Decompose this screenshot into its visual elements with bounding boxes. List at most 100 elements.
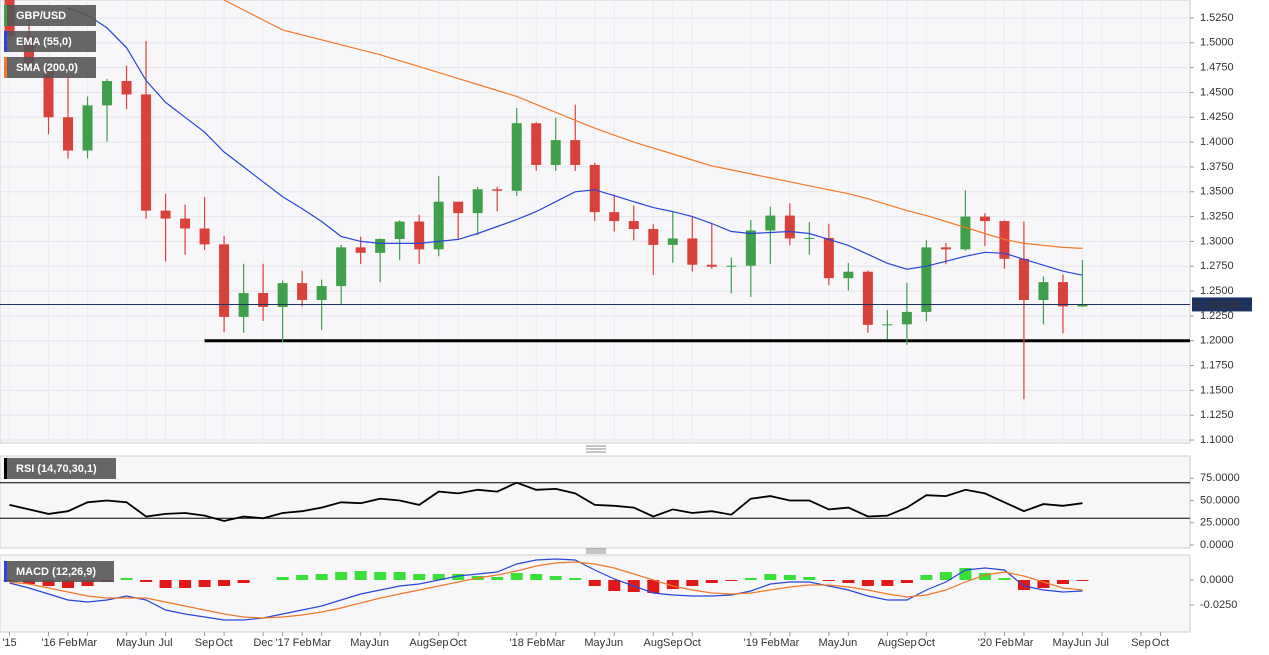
x-tick-label: Sep [195, 637, 215, 649]
histogram-bar [198, 580, 211, 587]
y-tick-label: 1.5250 [1200, 12, 1234, 24]
histogram-bar [647, 580, 660, 593]
axes: 1.1000 1.1250 1.1500 1.1750 1.2000 1.2250 1.25… [2, 5, 1252, 649]
candle-body [531, 123, 542, 165]
x-tick-label: Oct [684, 637, 701, 649]
candle-body [375, 238, 386, 253]
candle-body [882, 324, 893, 326]
histogram-bar [159, 580, 172, 588]
y-tick-label: 1.1250 [1200, 409, 1234, 421]
x-tick-label: May [1053, 637, 1074, 649]
x-tick-label: '19 [744, 637, 758, 649]
y-tick-label: 0.0000 [1200, 539, 1234, 551]
rsi-panel [0, 455, 1191, 549]
histogram-bar [452, 574, 465, 580]
y-tick-label: 25.0000 [1200, 517, 1240, 529]
y-tick-label: 1.4250 [1200, 111, 1234, 123]
candle-body [277, 283, 288, 307]
candle-body [921, 247, 932, 312]
candle-body [43, 69, 54, 118]
x-tick-label: Feb [59, 637, 78, 649]
histogram-bar [237, 580, 250, 583]
overlay-line [67, 7, 1083, 276]
candle-body [219, 244, 230, 317]
histogram-bar [939, 572, 952, 580]
y-tick-label: 1.3250 [1200, 210, 1234, 222]
histogram-bar [803, 577, 816, 580]
candle-body [628, 221, 639, 229]
histogram-bar [822, 580, 835, 581]
x-tick-label: Feb [527, 637, 546, 649]
histogram-bar [413, 574, 426, 580]
y-tick-label: 1.4000 [1200, 136, 1234, 148]
x-tick-label: Oct [450, 637, 467, 649]
y-tick-label: 1.5000 [1200, 37, 1234, 49]
candle-body [609, 212, 620, 222]
histogram-bar [374, 572, 387, 580]
histogram-bar [959, 568, 972, 580]
x-tick-label: '20 [978, 637, 992, 649]
candle-body [511, 123, 522, 191]
legend-swatch [4, 458, 7, 479]
last-price-tag [1192, 297, 1252, 312]
candle-body [121, 81, 132, 95]
legend-swatch [4, 5, 7, 26]
x-tick-label: May [116, 637, 137, 649]
candle-body [180, 218, 191, 229]
candle-body [472, 189, 483, 214]
x-tick-label: May [818, 637, 839, 649]
x-tick-label: Aug [409, 637, 429, 649]
candle-body [901, 311, 912, 325]
candle-body [316, 286, 327, 301]
x-tick-label: Dec [253, 637, 273, 649]
candle-body [141, 94, 152, 211]
histogram-bar [530, 574, 543, 580]
price-plot [0, 0, 1190, 443]
x-tick-label: Jun [137, 637, 155, 649]
legend-label: SMA (200,0) [16, 62, 78, 74]
x-tick-label: Jun [1074, 637, 1092, 649]
y-tick-label: 1.2000 [1200, 335, 1234, 347]
y-tick-label: 1.3000 [1200, 235, 1234, 247]
x-tick-label: '18 [510, 637, 524, 649]
x-tick-label: Feb [995, 637, 1014, 649]
candle-body [687, 238, 698, 265]
legend-box [4, 57, 96, 78]
histogram-bar [218, 580, 231, 586]
histogram-bar [81, 580, 94, 586]
candle-body [648, 228, 659, 245]
histogram-bar [1056, 580, 1069, 584]
histogram-bar [42, 580, 55, 586]
candle-body [258, 293, 269, 307]
y-tick-label: 50.0000 [1200, 494, 1240, 506]
candle-body [297, 283, 308, 301]
y-tick-label: -0.0250 [1200, 599, 1237, 611]
candle-body [63, 117, 74, 151]
legend-swatch [4, 561, 7, 582]
histogram-bar [432, 574, 445, 580]
y-tick-label: 1.2250 [1200, 310, 1234, 322]
histogram-bar [120, 578, 133, 580]
histogram-bar [491, 577, 504, 580]
x-tick-label: '16 [41, 637, 55, 649]
signal-line [9, 561, 1083, 619]
x-tick-label: Aug [878, 637, 898, 649]
y-tick-label: 1.3500 [1200, 186, 1234, 198]
x-tick-label: Mar [546, 637, 565, 649]
candle-body [862, 271, 873, 325]
histogram-bar [666, 580, 679, 589]
x-tick-label: Feb [761, 637, 780, 649]
histogram-bar [276, 577, 289, 580]
panel-grip[interactable] [586, 445, 606, 554]
x-tick-label: Sep [897, 637, 917, 649]
candle-body [726, 265, 737, 267]
legend-label: EMA (55,0) [16, 36, 72, 48]
macd-plot [3, 558, 1089, 621]
histogram-bar [140, 580, 153, 582]
legend-label: GBP/USD [16, 10, 66, 22]
x-tick-label: May [584, 637, 605, 649]
x-tick-label: Sep [429, 637, 449, 649]
candle-body [550, 140, 561, 165]
y-tick-label: 1.2750 [1200, 260, 1234, 272]
x-tick-label: Oct [216, 637, 233, 649]
